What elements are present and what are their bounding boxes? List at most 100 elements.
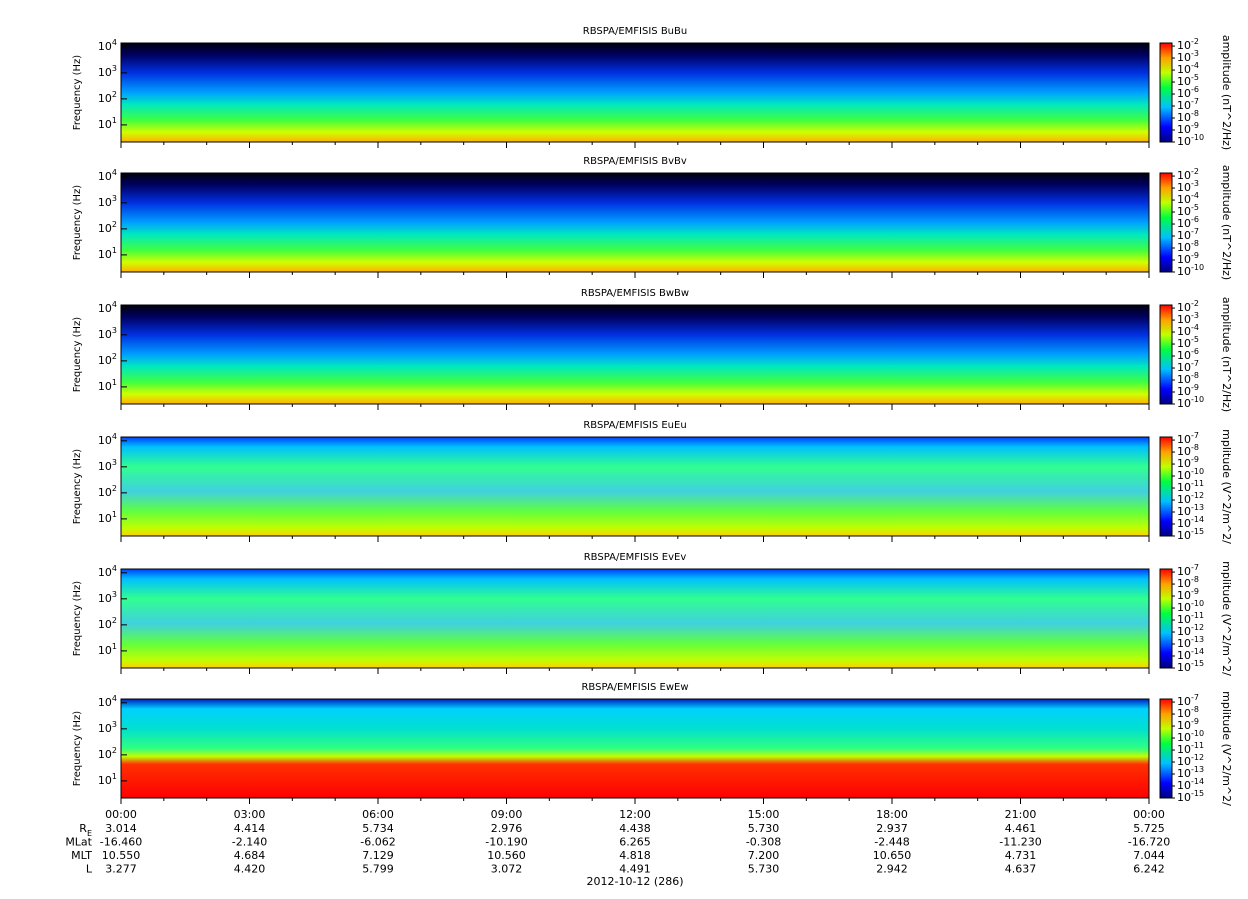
colorbar-label: amplitude (nT^2/Hz)	[1220, 297, 1233, 412]
y-tick-label-exp: 2	[112, 745, 117, 754]
panel-title: RBSPA/EMFISIS BuBu	[583, 26, 687, 37]
y-tick-label-exp: 2	[112, 89, 117, 98]
colorbar-tick-label: 10-8	[1177, 109, 1199, 125]
colorbar-label: mplitude (V^2/m^2/	[1220, 429, 1233, 544]
colorbar-tick-label-base: 10	[1177, 493, 1191, 506]
colorbar-tick-label-exp: -6	[1191, 347, 1199, 356]
colorbar-tick-label-exp: -13	[1191, 503, 1204, 512]
colorbar-tick-label: 10-2	[1177, 167, 1199, 183]
colorbar-tick-label-base: 10	[1177, 779, 1191, 792]
ephemeris-value: 3.277	[105, 863, 137, 876]
ephemeris-value: -0.308	[746, 836, 781, 849]
colorbar-tick-label: 10-10	[1177, 133, 1204, 149]
y-tick-label-base: 10	[98, 328, 112, 341]
y-tick-label-base: 10	[98, 618, 112, 631]
colorbar-tick-label-base: 10	[1177, 111, 1191, 124]
colorbar-tick-label: 10-9	[1177, 717, 1199, 733]
ephemeris-value: 2.937	[876, 822, 908, 835]
y-tick-label: 102	[98, 351, 117, 367]
panel-title: RBSPA/EMFISIS EwEw	[581, 682, 688, 693]
colorbar-tick-label-base: 10	[1177, 205, 1191, 218]
ephemeris-value: -16.720	[1128, 836, 1170, 849]
colorbar-tick-label-exp: -13	[1191, 765, 1204, 774]
colorbar	[1159, 172, 1173, 273]
ephemeris-label-text: R	[79, 822, 87, 835]
y-tick-label-base: 10	[98, 566, 112, 579]
ephemeris-value: 2.942	[876, 863, 908, 876]
colorbar-tick-label-base: 10	[1177, 337, 1191, 350]
ephemeris-label-text: MLat	[65, 836, 92, 849]
x-tick-label: 03:00	[234, 808, 266, 821]
colorbar-tick-label-exp: -10	[1191, 395, 1204, 404]
y-tick-label: 101	[98, 771, 117, 787]
y-tick-label-base: 10	[98, 434, 112, 447]
colorbar-tick-label-base: 10	[1177, 99, 1191, 112]
y-tick-label-base: 10	[98, 66, 112, 79]
colorbar-label: amplitude (nT^2/Hz)	[1220, 35, 1233, 150]
y-axis-label: Frequency (Hz)	[72, 581, 83, 657]
colorbar-tick-label-base: 10	[1177, 445, 1191, 458]
spectrogram-image	[121, 305, 1149, 404]
colorbar-tick-label-base: 10	[1177, 695, 1191, 708]
colorbar-tick-label-exp: -2	[1191, 167, 1199, 176]
y-tick-label-exp: 2	[112, 615, 117, 624]
y-tick-label-exp: 2	[112, 219, 117, 228]
ephemeris-value: 7.129	[362, 849, 394, 862]
y-tick-label-base: 10	[98, 196, 112, 209]
colorbar-tick-label-base: 10	[1177, 87, 1191, 100]
colorbar-label: amplitude (nT^2/Hz)	[1220, 165, 1233, 280]
colorbar-tick-label: 10-4	[1177, 191, 1199, 207]
ephemeris-value: 3.014	[105, 822, 137, 835]
colorbar-tick-label: 10-13	[1177, 635, 1204, 651]
colorbar-tick-label-base: 10	[1177, 589, 1191, 602]
colorbar-tick-label-base: 10	[1177, 75, 1191, 88]
colorbar-tick-label: 10-15	[1177, 659, 1204, 675]
y-tick-label: 101	[98, 509, 117, 525]
colorbar-tick-label-exp: -9	[1191, 383, 1199, 392]
y-tick-label: 104	[98, 299, 117, 315]
colorbar-tick-label-exp: -15	[1191, 527, 1204, 536]
colorbar-tick-label-exp: -14	[1191, 515, 1204, 524]
colorbar-tick-label-exp: -9	[1191, 251, 1199, 260]
colorbar	[1159, 436, 1173, 537]
colorbar-tick-label: 10-11	[1177, 479, 1204, 495]
colorbar-tick-label: 10-8	[1177, 239, 1199, 255]
ephemeris-label: RE	[79, 822, 92, 838]
colorbar-tick-label-base: 10	[1177, 361, 1191, 374]
ephemeris-value: -2.448	[874, 836, 909, 849]
ephemeris-value: 4.731	[1005, 849, 1037, 862]
colorbar-tick-label-base: 10	[1177, 313, 1191, 326]
y-tick-label-base: 10	[98, 644, 112, 657]
colorbar-tick-label: 10-13	[1177, 503, 1204, 519]
colorbar-tick-label: 10-14	[1177, 515, 1204, 531]
colorbar-tick-label: 10-10	[1177, 263, 1204, 279]
x-tick-label: 06:00	[362, 808, 394, 821]
x-tick-label: 00:00	[1133, 808, 1165, 821]
colorbar-tick-label-exp: -9	[1191, 121, 1199, 130]
colorbar-tick-label: 10-10	[1177, 599, 1204, 615]
panel-title: RBSPA/EMFISIS EuEu	[583, 420, 686, 431]
colorbar-tick-label-exp: -10	[1191, 263, 1204, 272]
colorbar-tick-label-exp: -10	[1191, 599, 1204, 608]
y-tick-label-exp: 3	[112, 63, 117, 72]
colorbar-tick-label: 10-2	[1177, 37, 1199, 53]
y-tick-label-exp: 3	[112, 719, 117, 728]
ephemeris-label: L	[86, 863, 93, 876]
colorbar-tick-label-base: 10	[1177, 373, 1191, 386]
colorbar-tick-label-base: 10	[1177, 253, 1191, 266]
colorbar-tick-label-base: 10	[1177, 169, 1191, 182]
y-tick-label: 104	[98, 167, 117, 183]
y-tick-label-exp: 2	[112, 351, 117, 360]
y-tick-label-exp: 1	[112, 377, 117, 386]
panel-title: RBSPA/EMFISIS EvEv	[584, 552, 687, 563]
y-tick-label-base: 10	[98, 512, 112, 525]
colorbar-tick-label: 10-12	[1177, 753, 1204, 769]
ephemeris-value: 7.200	[748, 849, 780, 862]
y-tick-label-base: 10	[98, 118, 112, 131]
colorbar-tick-label: 10-9	[1177, 587, 1199, 603]
ephemeris-value: 5.730	[748, 863, 780, 876]
y-tick-label-base: 10	[98, 486, 112, 499]
spectrogram-image	[121, 173, 1149, 272]
colorbar-tick-label-exp: -9	[1191, 587, 1199, 596]
